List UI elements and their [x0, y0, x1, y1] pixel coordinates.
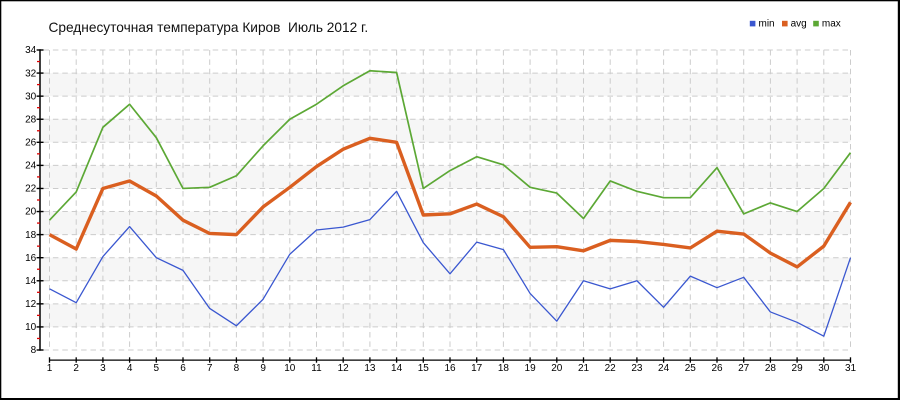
svg-text:23: 23 [631, 363, 643, 374]
svg-text:26: 26 [711, 363, 723, 374]
svg-text:32: 32 [25, 68, 37, 79]
svg-text:15: 15 [418, 363, 430, 374]
svg-text:9: 9 [260, 363, 266, 374]
svg-text:22: 22 [25, 184, 37, 195]
svg-text:min: min [759, 18, 775, 29]
svg-text:20: 20 [551, 363, 563, 374]
svg-text:18: 18 [25, 230, 37, 241]
svg-text:30: 30 [818, 363, 830, 374]
svg-text:29: 29 [792, 363, 804, 374]
svg-text:6: 6 [180, 363, 186, 374]
svg-text:25: 25 [685, 363, 697, 374]
svg-text:16: 16 [444, 363, 456, 374]
svg-text:10: 10 [25, 322, 37, 333]
svg-text:24: 24 [658, 363, 670, 374]
svg-text:28: 28 [25, 114, 37, 125]
svg-text:avg: avg [791, 18, 807, 29]
svg-text:18: 18 [498, 363, 510, 374]
svg-text:12: 12 [25, 299, 37, 310]
svg-text:19: 19 [525, 363, 537, 374]
svg-text:max: max [822, 18, 841, 29]
svg-text:30: 30 [25, 91, 37, 102]
svg-text:2: 2 [73, 363, 79, 374]
svg-text:8: 8 [234, 363, 240, 374]
svg-text:17: 17 [471, 363, 483, 374]
svg-text:22: 22 [605, 363, 617, 374]
svg-text:16: 16 [25, 253, 37, 264]
svg-text:24: 24 [25, 161, 37, 172]
svg-text:7: 7 [207, 363, 213, 374]
svg-text:26: 26 [25, 138, 37, 149]
svg-text:20: 20 [25, 207, 37, 218]
svg-text:5: 5 [154, 363, 160, 374]
svg-text:12: 12 [338, 363, 350, 374]
svg-text:14: 14 [391, 363, 403, 374]
svg-text:11: 11 [311, 363, 322, 374]
svg-text:21: 21 [578, 363, 590, 374]
svg-text:Среднесуточная температура Кир: Среднесуточная температура Киров Июль 20… [49, 20, 369, 35]
svg-text:4: 4 [127, 363, 133, 374]
svg-text:31: 31 [845, 363, 857, 374]
svg-text:3: 3 [100, 363, 106, 374]
svg-text:8: 8 [31, 345, 37, 356]
svg-text:13: 13 [364, 363, 376, 374]
svg-text:34: 34 [25, 45, 37, 56]
svg-text:1: 1 [47, 363, 53, 374]
svg-text:28: 28 [765, 363, 777, 374]
svg-text:27: 27 [738, 363, 750, 374]
svg-text:10: 10 [284, 363, 296, 374]
svg-text:14: 14 [25, 276, 37, 287]
